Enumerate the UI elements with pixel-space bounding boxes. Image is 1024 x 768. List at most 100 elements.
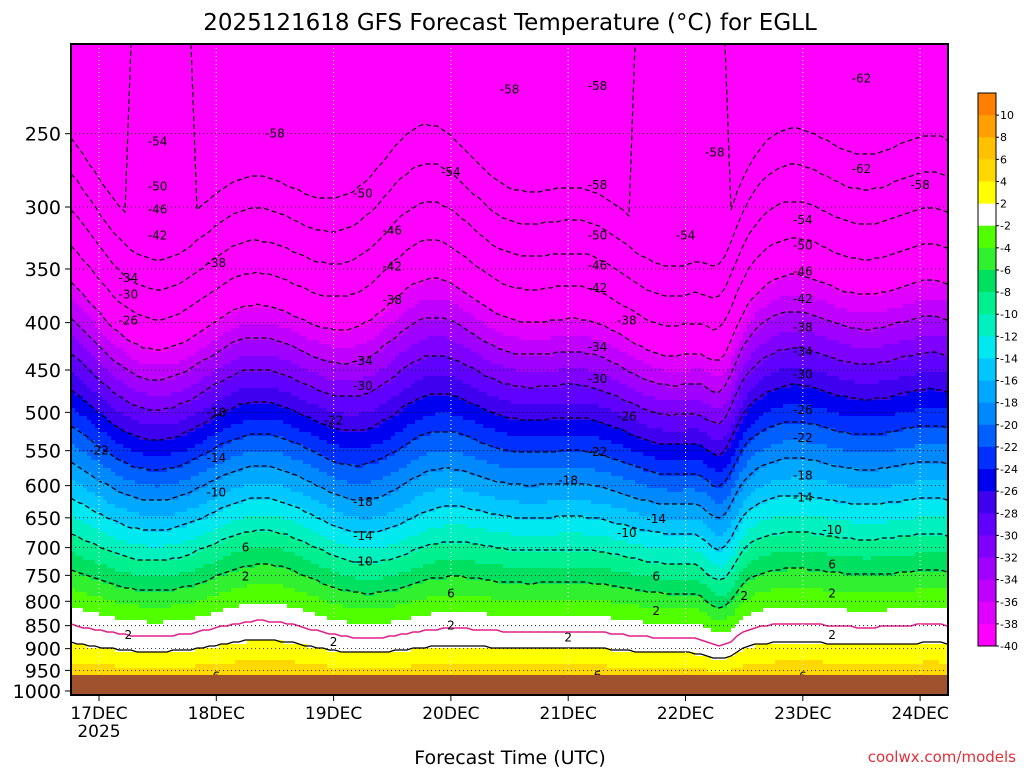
band-cell	[339, 448, 344, 465]
band-cell	[611, 332, 616, 349]
band-cell	[427, 436, 432, 453]
band-cell	[71, 480, 76, 501]
band-cell	[663, 520, 668, 537]
band-cell	[847, 576, 852, 593]
band-cell	[367, 360, 372, 377]
band-cell	[471, 352, 476, 369]
band-cell	[307, 648, 312, 665]
band-cell	[407, 556, 412, 573]
band-cell	[487, 396, 492, 413]
band-cell	[71, 356, 76, 373]
band-cell	[691, 368, 696, 385]
band-cell	[167, 348, 172, 365]
band-cell	[571, 648, 576, 665]
band-cell	[259, 640, 264, 661]
band-cell	[767, 572, 772, 593]
band-cell	[527, 404, 532, 421]
band-cell	[203, 648, 208, 665]
band-cell	[451, 544, 456, 561]
band-cell	[635, 376, 640, 393]
band-cell	[111, 376, 116, 393]
band-cell	[699, 568, 704, 585]
contour-label: -42	[588, 281, 608, 295]
band-cell	[75, 340, 80, 361]
band-cell	[343, 332, 348, 349]
band-cell	[75, 360, 80, 377]
band-cell	[87, 508, 92, 525]
band-cell	[203, 564, 208, 585]
band-cell	[815, 352, 820, 373]
band-cell	[655, 580, 660, 593]
band-cell	[171, 544, 176, 561]
band-cell	[767, 320, 772, 341]
band-cell	[347, 576, 352, 593]
band-cell	[827, 484, 832, 501]
band-cell	[927, 572, 932, 589]
band-cell	[547, 600, 552, 617]
band-cell	[907, 536, 912, 557]
band-cell	[743, 616, 748, 649]
band-cell	[823, 464, 828, 481]
band-cell	[95, 376, 100, 393]
band-cell	[659, 368, 664, 385]
band-cell	[91, 596, 96, 613]
band-cell	[279, 516, 284, 533]
band-cell	[511, 536, 516, 553]
band-cell	[919, 320, 924, 337]
band-cell	[479, 580, 484, 597]
band-cell	[903, 664, 908, 681]
band-cell	[803, 460, 808, 481]
band-cell	[835, 432, 840, 449]
band-cell	[767, 392, 772, 413]
band-cell	[811, 352, 816, 373]
band-cell	[143, 544, 148, 561]
band-cell	[455, 524, 460, 545]
band-cell	[471, 316, 476, 333]
band-cell	[863, 416, 868, 437]
band-cell	[571, 320, 576, 337]
band-cell	[303, 448, 308, 465]
band-cell	[203, 332, 208, 349]
band-cell	[175, 620, 180, 653]
band-cell	[691, 608, 696, 625]
band-cell	[679, 536, 684, 549]
band-cell	[423, 320, 428, 341]
band-cell	[759, 576, 764, 593]
band-cell	[187, 480, 192, 497]
band-cell	[591, 520, 596, 537]
band-cell	[559, 484, 564, 501]
band-cell	[351, 464, 356, 485]
band-cell	[83, 332, 88, 349]
band-cell	[347, 416, 352, 433]
band-cell	[447, 452, 452, 469]
band-cell	[695, 596, 700, 609]
band-cell	[411, 584, 416, 601]
band-cell	[723, 608, 728, 621]
band-cell	[875, 296, 880, 313]
band-cell	[123, 480, 128, 497]
band-cell	[547, 404, 552, 421]
band-cell	[151, 576, 156, 593]
band-cell	[659, 460, 664, 477]
band-cell	[931, 444, 936, 465]
band-cell	[491, 648, 496, 665]
band-cell	[459, 648, 464, 665]
band-cell	[763, 324, 768, 345]
band-cell	[507, 452, 512, 469]
band-cell	[375, 532, 380, 549]
band-cell	[579, 648, 584, 665]
band-cell	[663, 564, 668, 581]
band-cell	[535, 324, 540, 341]
band-cell	[379, 516, 384, 533]
band-cell	[759, 308, 764, 329]
band-cell	[819, 428, 824, 445]
band-cell	[611, 476, 616, 493]
band-cell	[919, 480, 924, 501]
band-cell	[167, 364, 172, 381]
band-cell	[607, 616, 612, 649]
band-cell	[915, 372, 920, 393]
band-cell	[491, 464, 496, 481]
band-cell	[527, 648, 532, 665]
band-cell	[643, 348, 648, 365]
band-cell	[295, 444, 300, 461]
